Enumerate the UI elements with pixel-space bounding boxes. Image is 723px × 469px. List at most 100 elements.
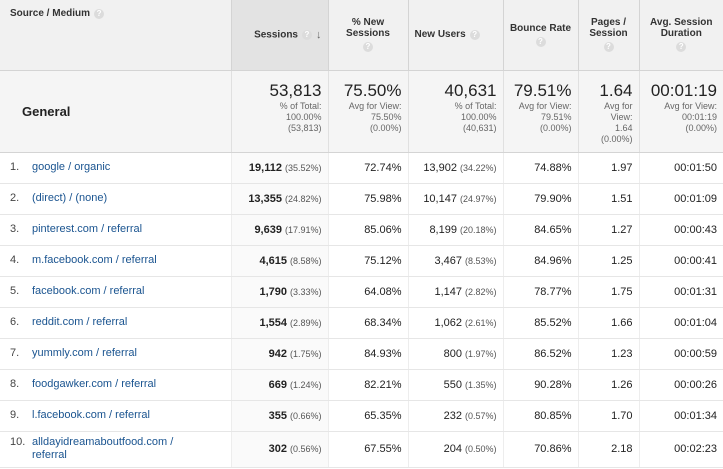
sort-descending-icon[interactable]: ↓ bbox=[316, 28, 322, 41]
new-users-cell: 3,467 (8.53%) bbox=[408, 245, 504, 277]
summary-note: % of Total: bbox=[279, 100, 322, 111]
pct-new-sessions-value: 72.74% bbox=[364, 161, 402, 174]
row-index: 2. bbox=[10, 192, 20, 204]
sessions-value: 355 bbox=[268, 409, 287, 422]
pages-session-value: 1.23 bbox=[611, 347, 633, 360]
pages-session-cell: 1.27 bbox=[578, 214, 640, 246]
help-icon[interactable]: ? bbox=[94, 8, 105, 19]
pages-session-cell: 1.70 bbox=[578, 400, 640, 432]
header-source-medium[interactable]: Source / Medium? bbox=[0, 0, 232, 71]
summary-value: 00:01:19 bbox=[650, 80, 717, 100]
bounce-rate-cell: 70.86% bbox=[503, 431, 579, 468]
sessions-value: 4,615 bbox=[259, 254, 287, 267]
avg-session-duration-cell: 00:01:09 bbox=[639, 183, 723, 215]
source-medium-cell: 5. facebook.com / referral bbox=[0, 276, 232, 308]
table-row: 5. facebook.com / referral 1,790 (3.33%) 6… bbox=[0, 276, 723, 308]
help-icon[interactable]: ? bbox=[363, 42, 373, 53]
avg-session-duration-value: 00:00:26 bbox=[674, 378, 717, 391]
summary-value: 1.64 bbox=[599, 80, 633, 100]
source-medium-link[interactable]: reddit.com / referral bbox=[32, 316, 128, 328]
bounce-rate-cell: 90.28% bbox=[503, 369, 579, 401]
table-row: 1. google / organic 19,112 (35.52%) 72.74%… bbox=[0, 152, 723, 184]
new-users-cell: 232 (0.57%) bbox=[408, 400, 504, 432]
bounce-rate-value: 90.28% bbox=[534, 378, 572, 391]
source-medium-link[interactable]: alldayidreamaboutfood.com / referral bbox=[32, 436, 174, 461]
header-avg-session-duration-label: Avg. Session Duration bbox=[650, 17, 713, 40]
header-pct-new-sessions-label: % New Sessions bbox=[346, 17, 390, 40]
summary-row: General 53,813 % of Total: 100.00% (53,8… bbox=[0, 70, 723, 153]
new-users-percent: (2.82%) bbox=[464, 286, 497, 297]
sessions-value: 13,355 bbox=[248, 192, 282, 205]
table-row: 7. yummly.com / referral 942 (1.75%) 84.93… bbox=[0, 338, 723, 370]
summary-note: 79.51% bbox=[540, 111, 572, 122]
pages-session-cell: 1.75 bbox=[578, 276, 640, 308]
pct-new-sessions-value: 84.93% bbox=[364, 347, 402, 360]
pct-new-sessions-cell: 85.06% bbox=[328, 214, 409, 246]
avg-session-duration-cell: 00:01:04 bbox=[639, 307, 723, 339]
source-medium-link[interactable]: m.facebook.com / referral bbox=[32, 254, 157, 266]
help-icon[interactable]: ? bbox=[603, 42, 614, 53]
pages-session-cell: 1.97 bbox=[578, 152, 640, 184]
help-icon[interactable]: ? bbox=[676, 42, 687, 53]
summary-bounce-rate: 79.51% Avg for View: 79.51% (0.00%) bbox=[503, 70, 579, 153]
avg-session-duration-cell: 00:01:34 bbox=[639, 400, 723, 432]
header-pct-new-sessions[interactable]: % New Sessions? bbox=[328, 0, 409, 71]
new-users-value: 550 bbox=[443, 378, 462, 391]
avg-session-duration-cell: 00:02:23 bbox=[639, 431, 723, 468]
pages-session-value: 1.70 bbox=[611, 409, 633, 422]
bounce-rate-cell: 74.88% bbox=[503, 152, 579, 184]
source-medium-link[interactable]: l.facebook.com / referral bbox=[32, 409, 150, 421]
sessions-cell: 19,112 (35.52%) bbox=[231, 152, 329, 184]
pct-new-sessions-value: 67.55% bbox=[364, 443, 402, 455]
header-sessions[interactable]: Sessions? ↓ bbox=[231, 0, 329, 71]
new-users-percent: (0.57%) bbox=[464, 410, 497, 421]
help-icon[interactable]: ? bbox=[302, 29, 312, 40]
avg-session-duration-value: 00:00:43 bbox=[674, 223, 717, 236]
source-medium-link[interactable]: yummly.com / referral bbox=[32, 347, 137, 359]
new-users-value: 232 bbox=[443, 409, 462, 422]
header-new-users-label: New Users bbox=[414, 29, 466, 41]
new-users-cell: 204 (0.50%) bbox=[408, 431, 504, 468]
header-pages-session[interactable]: Pages / Session? bbox=[578, 0, 640, 71]
source-medium-cell: 2. (direct) / (none) bbox=[0, 183, 232, 215]
new-users-percent: (24.97%) bbox=[459, 193, 497, 204]
source-medium-link[interactable]: facebook.com / referral bbox=[32, 285, 145, 297]
help-icon[interactable]: ? bbox=[469, 29, 480, 40]
new-users-value: 1,147 bbox=[434, 285, 462, 298]
sessions-value: 302 bbox=[268, 443, 287, 455]
pct-new-sessions-value: 75.98% bbox=[364, 192, 402, 205]
header-new-users[interactable]: New Users? bbox=[408, 0, 504, 71]
help-icon[interactable]: ? bbox=[535, 36, 546, 47]
new-users-value: 204 bbox=[443, 443, 462, 455]
table-row: 8. foodgawker.com / referral 669 (1.24%) 8… bbox=[0, 369, 723, 401]
summary-note: (0.00%) bbox=[369, 122, 402, 133]
new-users-percent: (2.61%) bbox=[464, 317, 497, 328]
pages-session-value: 2.18 bbox=[611, 443, 633, 455]
sessions-cell: 1,554 (2.89%) bbox=[231, 307, 329, 339]
avg-session-duration-value: 00:01:31 bbox=[674, 285, 717, 298]
pct-new-sessions-cell: 75.12% bbox=[328, 245, 409, 277]
summary-note: (53,813) bbox=[287, 122, 322, 133]
avg-session-duration-value: 00:00:41 bbox=[674, 254, 717, 267]
source-medium-link[interactable]: (direct) / (none) bbox=[32, 192, 108, 204]
source-medium-link[interactable]: google / organic bbox=[32, 161, 111, 173]
row-index: 4. bbox=[10, 254, 20, 266]
source-medium-cell: 8. foodgawker.com / referral bbox=[0, 369, 232, 401]
pages-session-value: 1.97 bbox=[611, 161, 633, 174]
header-bounce-rate[interactable]: Bounce Rate? bbox=[503, 0, 579, 71]
row-index: 10. bbox=[10, 436, 26, 448]
sessions-cell: 942 (1.75%) bbox=[231, 338, 329, 370]
sessions-value: 9,639 bbox=[254, 223, 282, 236]
avg-session-duration-value: 00:02:23 bbox=[674, 443, 717, 455]
source-medium-cell: 4. m.facebook.com / referral bbox=[0, 245, 232, 277]
source-medium-link[interactable]: pinterest.com / referral bbox=[32, 223, 143, 235]
avg-session-duration-value: 00:01:34 bbox=[674, 409, 717, 422]
avg-session-duration-cell: 00:01:50 bbox=[639, 152, 723, 184]
summary-note: 1.64 bbox=[614, 122, 633, 133]
header-avg-session-duration[interactable]: Avg. Session Duration? bbox=[639, 0, 723, 71]
bounce-rate-cell: 84.96% bbox=[503, 245, 579, 277]
pages-session-cell: 1.23 bbox=[578, 338, 640, 370]
summary-pages-session: 1.64 Avg for View: 1.64 (0.00%) bbox=[578, 70, 640, 153]
source-medium-link[interactable]: foodgawker.com / referral bbox=[32, 378, 157, 390]
new-users-cell: 1,147 (2.82%) bbox=[408, 276, 504, 308]
